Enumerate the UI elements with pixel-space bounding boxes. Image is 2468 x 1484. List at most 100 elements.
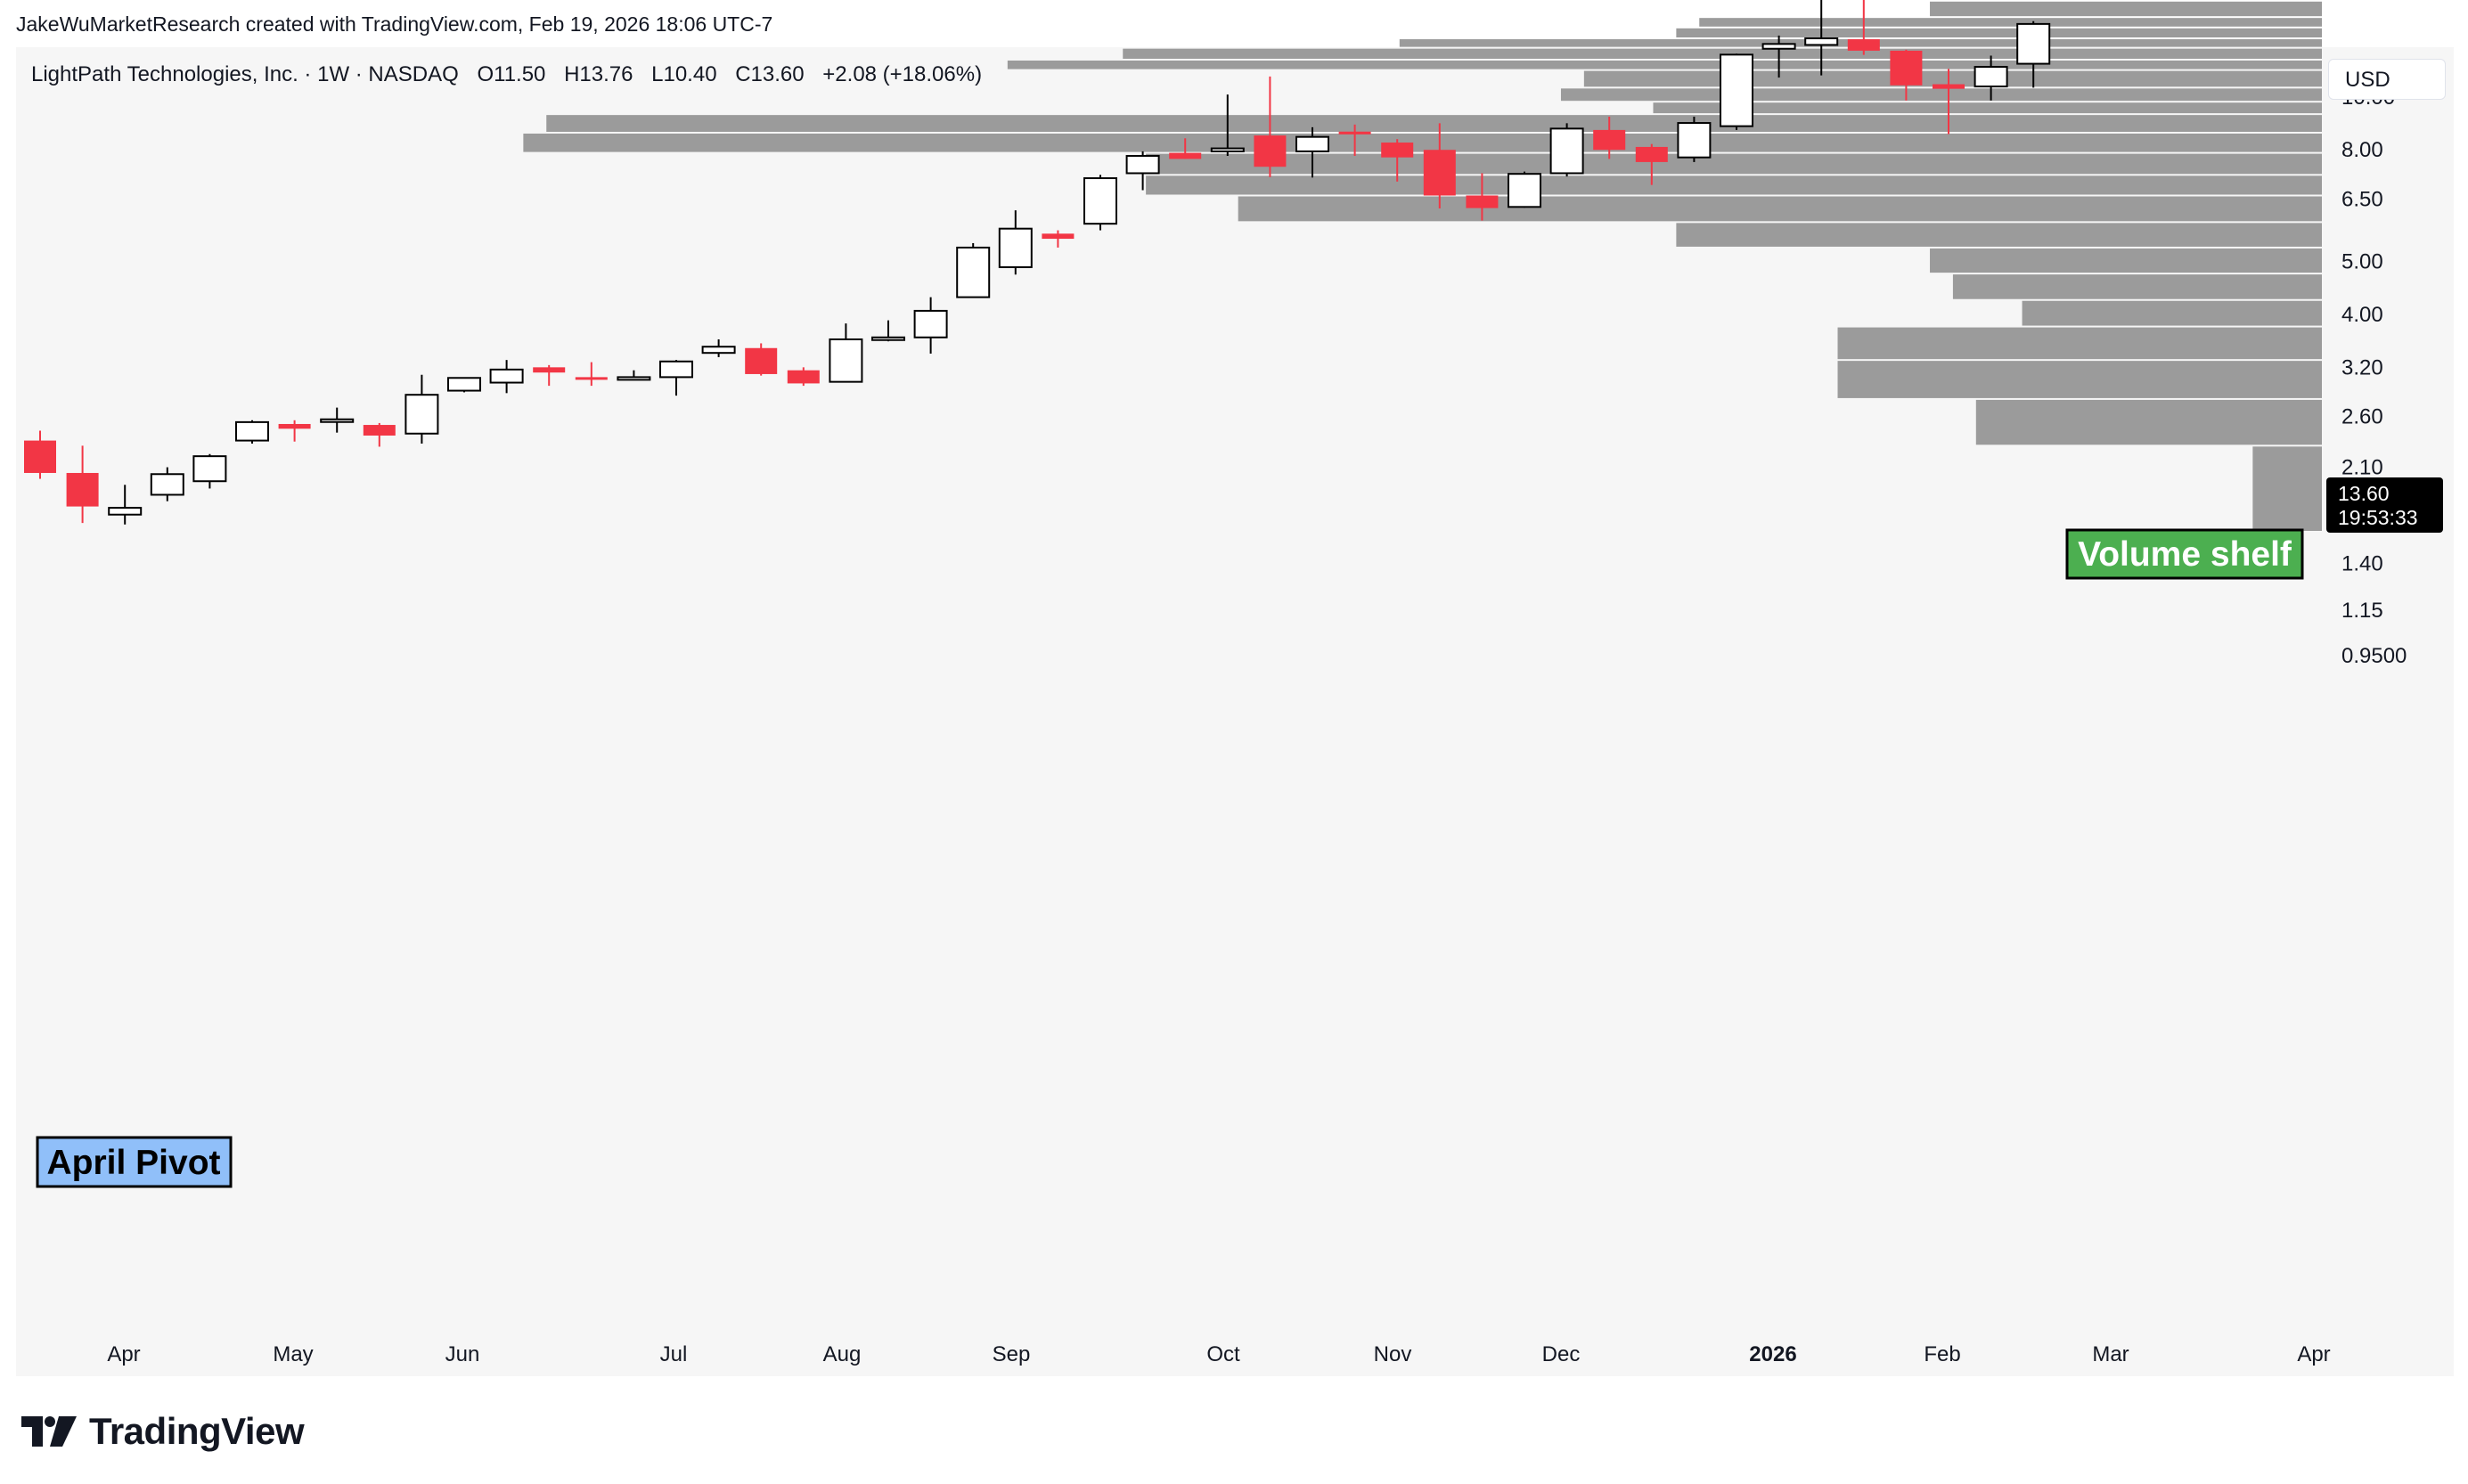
tradingview-brand[interactable]: TradingView <box>21 1409 305 1454</box>
candle-down <box>787 367 820 387</box>
currency-button[interactable]: USD <box>2328 59 2446 100</box>
candle-body <box>1974 66 2008 88</box>
volume-profile-bar <box>1146 175 2322 195</box>
candle-down <box>1847 0 1880 55</box>
candle-down <box>1381 139 1414 182</box>
x-tick-label: Aug <box>823 1342 862 1366</box>
candle-body <box>192 455 227 483</box>
candle-down <box>1933 69 1965 135</box>
candle-body <box>1635 146 1668 162</box>
candle-body <box>1466 195 1499 208</box>
y-tick-label: 5.00 <box>2341 249 2383 273</box>
x-tick-label: Oct <box>1206 1342 1240 1366</box>
candle-body <box>1677 122 1712 159</box>
candle-up <box>1720 53 1753 130</box>
candle-body <box>1169 152 1202 159</box>
volume-profile-bar <box>1653 102 2322 114</box>
x-tick-label: Feb <box>1924 1342 1960 1366</box>
symbol-legend[interactable]: LightPath Technologies, Inc. · 1W · NASD… <box>31 62 994 87</box>
candle-body <box>1042 233 1075 240</box>
ohlc-close: C13.60 <box>735 62 805 86</box>
candle-down <box>1254 76 1287 177</box>
candle-up <box>701 338 736 357</box>
time-axis[interactable]: Apr May Jun Jul Aug Sep Oct Nov Dec 2026 Feb Mar Apr <box>107 1342 2330 1366</box>
y-tick-label: 2.60 <box>2341 405 2383 429</box>
candle-down <box>1466 173 1499 221</box>
candle-body <box>617 376 651 381</box>
volume-profile-bar <box>1930 1 2322 17</box>
candle-up <box>447 377 481 393</box>
x-tick-label: Jun <box>445 1342 480 1366</box>
candle-body <box>2016 22 2051 65</box>
candle-up <box>235 420 269 444</box>
candle-up <box>1210 94 1245 156</box>
volume-profile-bar <box>1952 274 2322 299</box>
price-axis[interactable]: 47.5039.5031.5025.5019.5015.5010.008.006… <box>2341 0 2407 668</box>
last-price-value: 13.60 <box>2338 482 2390 505</box>
candle-up <box>913 297 948 354</box>
candle-up <box>1295 126 1329 178</box>
candle-up <box>871 320 905 342</box>
price-change: +2.08 (+18.06%) <box>822 62 983 86</box>
y-tick-label: 8.00 <box>2341 138 2383 162</box>
candle-body <box>405 394 439 435</box>
volume-profile-bar <box>1007 60 2322 69</box>
candle-body <box>66 472 99 507</box>
april-pivot-annotation[interactable]: April Pivot <box>36 1136 233 1188</box>
candle-body <box>363 425 396 436</box>
candle-body <box>787 370 820 384</box>
last-price-label: 13.60 19:53:33 <box>2326 477 2443 533</box>
candle-body <box>1508 173 1541 208</box>
candle-body <box>1125 154 1160 175</box>
candle-down <box>1593 117 1626 159</box>
april-pivot-box <box>36 1136 233 1188</box>
candle-body <box>1083 177 1117 225</box>
volume-profile-bar <box>1975 399 2322 445</box>
candle-up <box>489 360 524 394</box>
volume-profile-bar <box>1837 327 2322 360</box>
candle-body <box>108 507 143 516</box>
x-tick-label: Mar <box>2092 1342 2129 1366</box>
candle-body <box>150 473 184 496</box>
candle-body <box>320 418 355 423</box>
x-tick-label: Jul <box>660 1342 688 1366</box>
candle-body <box>956 246 991 298</box>
candle-up <box>1761 35 1796 78</box>
ohlc-high: H13.76 <box>564 62 633 86</box>
candle-up <box>956 242 991 298</box>
x-tick-label: Sep <box>993 1342 1031 1366</box>
candle-body <box>489 368 524 384</box>
candle-up <box>617 370 651 381</box>
candle-down <box>533 364 566 387</box>
volume-shelf-box <box>2065 528 2304 580</box>
candle-up <box>108 485 143 525</box>
candle-body <box>1804 37 1839 46</box>
volume-profile-bar <box>1676 223 2322 247</box>
y-tick-label: 6.50 <box>2341 188 2383 212</box>
chart-credit: JakeWuMarketResearch created with Tradin… <box>16 12 773 36</box>
volume-shelf-annotation[interactable]: Volume shelf <box>2065 528 2304 580</box>
volume-profile-bar <box>1560 88 2322 102</box>
candle-up <box>998 210 1033 275</box>
volume-profile-bar <box>1146 153 2322 175</box>
candle-body <box>998 227 1033 268</box>
volume-profile-bar <box>2022 300 2322 326</box>
candle-body <box>1933 84 1965 89</box>
last-price-bg <box>2326 477 2443 533</box>
candle-body <box>1593 129 1626 151</box>
candle-up <box>1083 175 1117 231</box>
y-tick-label: 0.9500 <box>2341 644 2407 668</box>
candle-down <box>745 343 778 376</box>
candle-up <box>192 453 227 489</box>
volume-profile-bar <box>1837 361 2322 398</box>
candle-body <box>1381 143 1414 158</box>
candle-down <box>575 362 608 387</box>
volume-profile-bar <box>1676 28 2322 38</box>
candle-up <box>320 407 355 433</box>
volume-profile-bar <box>546 115 2322 132</box>
candle-down <box>1890 49 1923 101</box>
candle-down <box>66 445 99 524</box>
candle-up <box>1974 55 2008 101</box>
symbol-name[interactable]: LightPath Technologies, Inc. · 1W · NASD… <box>31 62 459 86</box>
